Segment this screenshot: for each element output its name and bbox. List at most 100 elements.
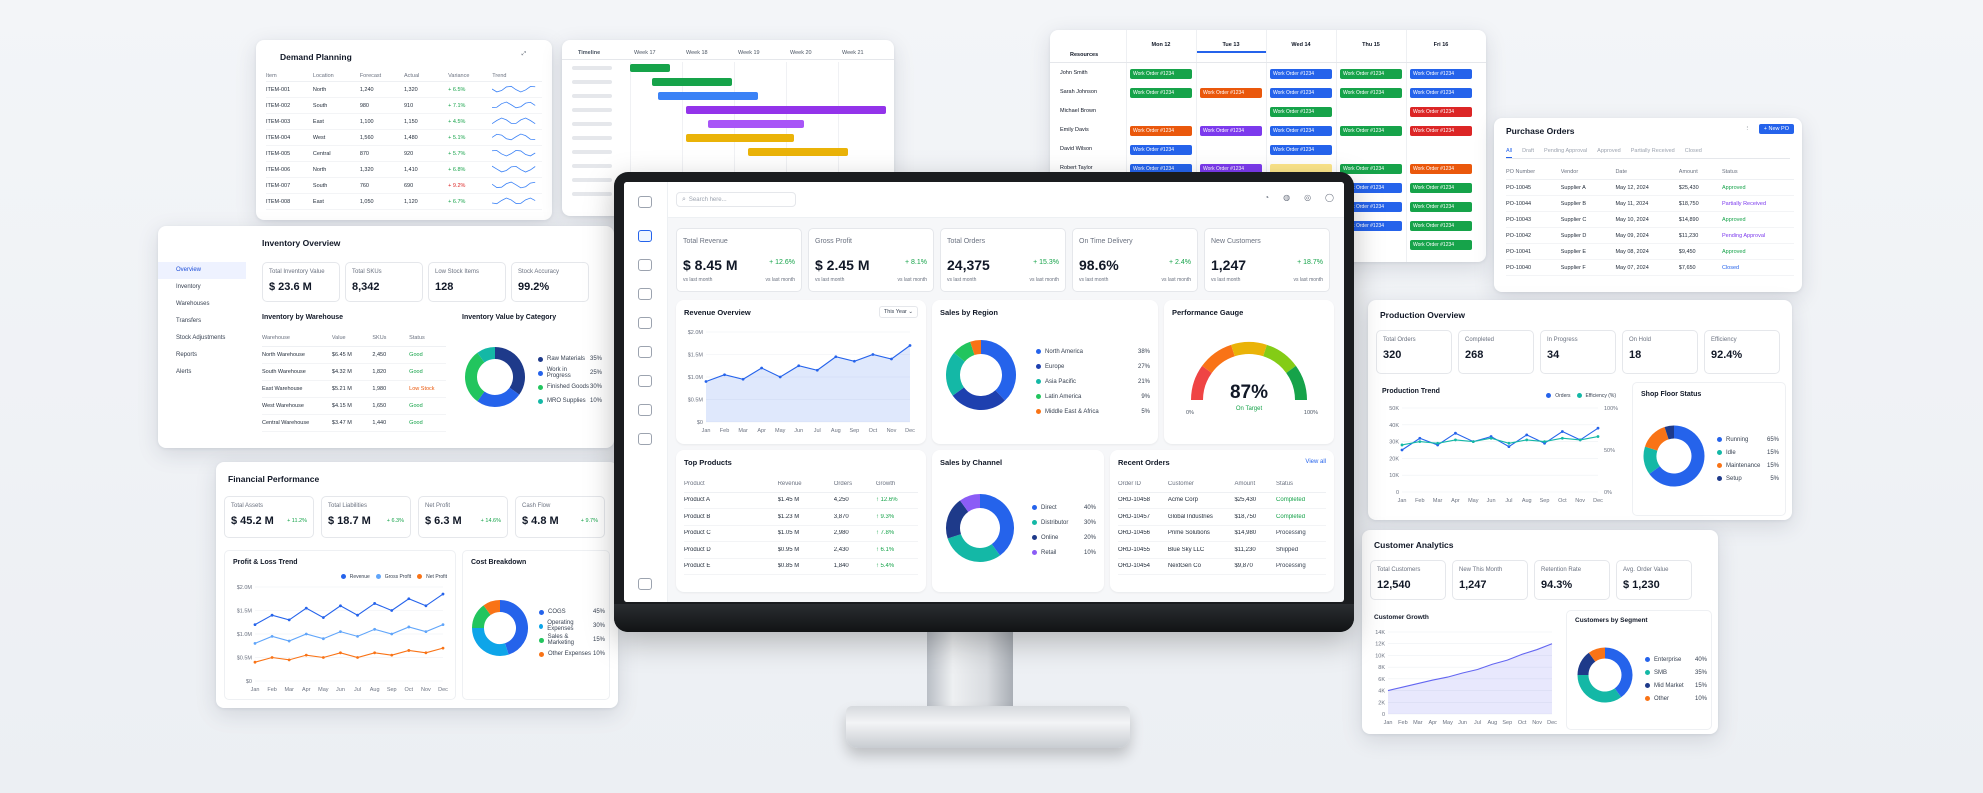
work-order-block[interactable]: Work Order #1234 (1340, 126, 1402, 136)
work-order-block[interactable]: Work Order #1234 (1410, 107, 1472, 117)
revenue-period-select[interactable]: This Year ⌄ (878, 306, 918, 318)
work-order-block[interactable]: Work Order #1234 (1340, 69, 1402, 79)
work-order-block[interactable]: Work Order #1234 (1200, 126, 1262, 136)
demand-row[interactable]: ITEM-005 Central 870 920 + 5.7% (266, 146, 542, 162)
inventory-nav-item[interactable]: Inventory (176, 284, 201, 290)
reports-icon[interactable] (638, 346, 652, 358)
work-order-block[interactable]: Work Order #1234 (1410, 240, 1472, 250)
recent-orders-row[interactable]: ORD-10455 Blue Sky LLC $11,230 Shipped (1118, 542, 1326, 559)
work-order-block[interactable]: Work Order #1234 (1270, 69, 1332, 79)
recent-orders-row[interactable]: ORD-10454 NextGen Co $9,870 Processing (1118, 559, 1326, 575)
gantt-bar[interactable] (686, 134, 794, 142)
work-order-block[interactable]: Work Order #1234 (1340, 202, 1402, 212)
po-tab[interactable]: Partially Received (1630, 148, 1675, 154)
top-products-row[interactable]: Product B $1.23 M 3,870 ↑ 9.3% (684, 509, 918, 526)
inventory-wh-row[interactable]: Central Warehouse $3.47 M 1,440 Good (262, 415, 446, 432)
gantt-bar[interactable] (748, 148, 848, 156)
inventory-wh-row[interactable]: North Warehouse $6.45 M 2,450 Good (262, 347, 446, 364)
po-row[interactable]: PO-10040 Supplier F May 07, 2024 $7,650 Clos… (1506, 260, 1794, 276)
inventory-wh-row[interactable]: West Warehouse $4.15 M 1,650 Good (262, 398, 446, 415)
work-order-block[interactable]: Work Order #1234 (1340, 183, 1402, 193)
recent-orders-row[interactable]: ORD-10456 Prime Solutions $14,980 Processin… (1118, 526, 1326, 542)
logo-icon[interactable] (638, 196, 652, 208)
work-order-block[interactable]: Work Order #1234 (1410, 88, 1472, 98)
po-row[interactable]: PO-10043 Supplier C May 10, 2024 $14,890 App… (1506, 212, 1794, 228)
top-products-row[interactable]: Product D $0.95 M 2,430 ↑ 6.1% (684, 542, 918, 559)
work-order-block[interactable] (1270, 164, 1332, 174)
demand-row[interactable]: ITEM-008 East 1,050 1,120 + 6.7% (266, 194, 542, 210)
top-products-row[interactable]: Product A $1.45 M 4,250 ↑ 12.6% (684, 493, 918, 509)
settings-icon[interactable] (638, 375, 652, 387)
po-row[interactable]: PO-10045 Supplier A May 12, 2024 $25,430 App… (1506, 180, 1794, 196)
inventory-nav-item[interactable]: Reports (176, 352, 198, 358)
work-order-block[interactable]: Work Order #1234 (1410, 221, 1472, 231)
recent-orders-row[interactable]: ORD-10458 Acme Corp $25,430 Completed (1118, 493, 1326, 509)
work-order-block[interactable]: Work Order #1234 (1270, 126, 1332, 136)
gantt-bar[interactable] (630, 64, 670, 72)
top-products-row[interactable]: Product C $1.05 M 2,980 ↑ 7.8% (684, 526, 918, 542)
user-icon[interactable]: ◯ (1325, 193, 1334, 202)
po-tab[interactable]: Approved (1597, 148, 1621, 154)
collapse-icon[interactable] (638, 578, 652, 590)
demand-cell: 1,320 (403, 86, 418, 93)
work-order-block[interactable]: Work Order #1234 (1270, 107, 1332, 117)
inventory-nav-item[interactable]: Overview (158, 262, 246, 279)
orders-icon[interactable] (638, 259, 652, 271)
work-order-block[interactable]: Work Order #1234 (1270, 88, 1332, 98)
view-all-link[interactable]: View all (1305, 459, 1326, 465)
work-order-block[interactable]: Work Order #1234 (1410, 183, 1472, 193)
calendar-icon[interactable] (638, 317, 652, 329)
dashboard-icon[interactable] (638, 230, 652, 242)
po-row[interactable]: PO-10041 Supplier E May 08, 2024 $9,450 Appr… (1506, 244, 1794, 260)
demand-row[interactable]: ITEM-001 North 1,240 1,320 + 6.5% (266, 82, 542, 98)
po-more-icon[interactable]: ⋮ (1744, 126, 1751, 132)
recent-orders-row[interactable]: ORD-10457 Global Industries $18,750 Complet… (1118, 509, 1326, 526)
work-order-block[interactable]: Work Order #1234 (1130, 88, 1192, 98)
demand-row[interactable]: ITEM-002 South 980 910 + 7.1% (266, 98, 542, 114)
demand-row[interactable]: ITEM-007 South 760 690 + 9.2% (266, 178, 542, 194)
inventory-wh-row[interactable]: East Warehouse $5.21 M 1,980 Low Stock (262, 381, 446, 398)
work-order-block[interactable]: Work Order #1234 (1130, 69, 1192, 79)
work-order-block[interactable]: Work Order #1234 (1200, 164, 1262, 174)
po-tab[interactable]: All (1506, 148, 1513, 158)
inventory-wh-row[interactable]: South Warehouse $4.32 M 1,820 Good (262, 364, 446, 381)
help-icon[interactable]: ◔ (1264, 193, 1270, 202)
work-order-block[interactable]: Work Order #1234 (1340, 164, 1402, 174)
settings-icon[interactable]: ◎ (1304, 193, 1312, 202)
work-order-block[interactable]: Work Order #1234 (1410, 202, 1472, 212)
work-order-block[interactable]: Work Order #1234 (1270, 145, 1332, 155)
po-tab[interactable]: Closed (1684, 148, 1702, 154)
inventory-nav-item[interactable]: Alerts (176, 369, 192, 375)
gantt-bar[interactable] (686, 106, 886, 114)
po-row[interactable]: PO-10042 Supplier D May 09, 2024 $11,230 Pen… (1506, 228, 1794, 244)
work-order-block[interactable]: Work Order #1234 (1130, 145, 1192, 155)
work-order-block[interactable]: Work Order #1234 (1410, 69, 1472, 79)
top-products-row[interactable]: Product E $0.85 M 1,840 ↑ 5.4% (684, 559, 918, 575)
work-order-block[interactable]: Work Order #1234 (1130, 126, 1192, 136)
chart-icon[interactable] (638, 404, 652, 416)
gantt-bar[interactable] (658, 92, 758, 100)
work-order-block[interactable]: Work Order #1234 (1410, 126, 1472, 136)
po-tab[interactable]: Draft (1522, 148, 1535, 154)
inventory-icon[interactable] (638, 288, 652, 300)
inventory-nav-item[interactable]: Stock Adjustments (176, 335, 226, 341)
po-tab[interactable]: Pending Approval (1544, 148, 1588, 154)
help-icon[interactable] (638, 433, 652, 445)
new-po-button[interactable]: + New PO (1758, 124, 1794, 134)
work-order-block[interactable]: Work Order #1234 (1340, 88, 1402, 98)
inventory-nav-item[interactable]: Warehouses (176, 301, 210, 307)
work-order-block[interactable]: Work Order #1234 (1340, 221, 1402, 231)
gantt-bar[interactable] (708, 120, 804, 128)
po-row[interactable]: PO-10044 Supplier B May 11, 2024 $18,750 Par… (1506, 196, 1794, 212)
notification-icon[interactable]: ◍ (1283, 193, 1291, 202)
search-input[interactable]: ⌕ Search here... (676, 192, 796, 207)
demand-row[interactable]: ITEM-004 West 1,560 1,480 + 5.1% (266, 130, 542, 146)
work-order-block[interactable]: Work Order #1234 (1130, 164, 1192, 174)
inventory-nav-item[interactable]: Transfers (176, 318, 202, 324)
demand-row[interactable]: ITEM-006 North 1,320 1,410 + 6.8% (266, 162, 542, 178)
work-order-block[interactable]: Work Order #1234 (1200, 88, 1262, 98)
gantt-bar[interactable] (652, 78, 732, 86)
expand-icon[interactable]: ⤢ (521, 51, 526, 57)
demand-row[interactable]: ITEM-003 East 1,100 1,150 + 4.5% (266, 114, 542, 130)
work-order-block[interactable]: Work Order #1234 (1410, 164, 1472, 174)
